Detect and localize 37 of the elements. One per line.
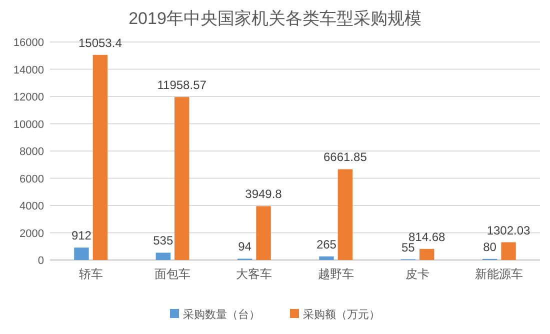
legend-label: 采购额（万元）: [303, 308, 380, 321]
data-label: 15053.4: [78, 36, 122, 50]
y-tick-label: 8000: [20, 146, 44, 158]
y-tick-label: 12000: [13, 92, 44, 104]
x-tick-label: 新能源车: [475, 267, 524, 281]
y-tick-label: 16000: [13, 37, 44, 49]
y-tick-label: 0: [38, 255, 44, 267]
x-tick-label: 皮卡: [406, 267, 430, 281]
data-label: 912: [71, 228, 92, 243]
data-label: 94: [238, 240, 252, 254]
bar: [319, 256, 334, 260]
data-label: 80: [483, 240, 497, 254]
bar: [174, 97, 190, 260]
y-tick-label: 4000: [20, 200, 44, 212]
data-label: 11958.57: [157, 78, 207, 92]
bar: [420, 248, 434, 260]
data-label: 265: [316, 237, 337, 252]
legend-label: 采购数量（台）: [183, 308, 260, 321]
bar: [74, 248, 89, 260]
data-label: 535: [153, 234, 174, 248]
x-tick-label: 大客车: [236, 267, 272, 281]
x-tick-label: 轿车: [78, 267, 103, 281]
chart-title: 2019年中央国家机关各类车型采购规模: [128, 9, 422, 28]
bar: [156, 252, 170, 260]
y-tick-label: 6000: [20, 173, 44, 186]
bar: [92, 54, 108, 260]
data-label: 1302.03: [486, 223, 531, 238]
x-tick-label: 越野车: [318, 267, 354, 281]
x-tick-label: 面包车: [154, 267, 190, 281]
bar: [338, 169, 353, 260]
data-label: 3949.8: [245, 187, 282, 202]
y-tick-label: 10000: [13, 118, 44, 131]
y-tick-label: 2000: [20, 228, 44, 240]
bar: [501, 242, 516, 260]
y-tick-label: 14000: [13, 64, 44, 76]
bar: [256, 206, 271, 260]
data-label: 6661.85: [323, 150, 368, 164]
